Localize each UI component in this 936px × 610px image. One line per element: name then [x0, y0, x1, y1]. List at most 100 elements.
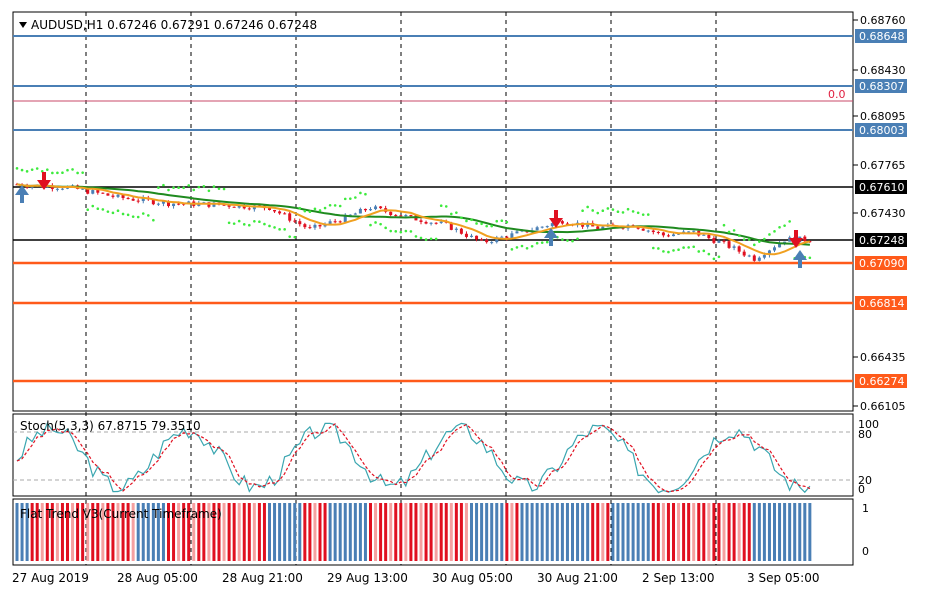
sar-dot — [283, 228, 286, 231]
sar-dot — [20, 168, 24, 172]
sar-dot — [455, 211, 458, 214]
candle-body — [661, 232, 665, 236]
trend-bar — [596, 503, 600, 561]
sar-dot — [96, 207, 100, 210]
trend-bar — [747, 503, 751, 561]
candle-body — [363, 208, 367, 211]
trend-bar — [470, 503, 473, 561]
candle-body — [156, 203, 160, 205]
candle-body — [505, 236, 509, 239]
sar-dot — [81, 171, 84, 174]
sar-dot — [515, 246, 519, 249]
trend-bar — [646, 503, 650, 561]
sar-dot — [25, 170, 29, 173]
time-label: 3 Sep 05:00 — [747, 571, 819, 585]
trend-bar — [571, 503, 574, 561]
candle-body — [550, 223, 554, 227]
sar-dot — [707, 252, 711, 256]
candle-body — [702, 234, 706, 236]
trend-bar — [666, 503, 670, 561]
candle-body — [500, 236, 504, 238]
candle-body — [81, 188, 85, 190]
candle-body — [672, 234, 675, 237]
buy-arrow-stem — [549, 238, 553, 246]
trend-bar — [217, 503, 221, 561]
trend-bar — [661, 503, 665, 561]
sar-dot — [106, 210, 110, 213]
trend-bar — [338, 503, 342, 561]
candle-body — [470, 235, 473, 237]
trend-bar — [404, 503, 408, 561]
trend-bar — [288, 503, 292, 561]
trend-bar — [495, 503, 499, 561]
trend-bar — [242, 503, 246, 561]
sar-dot — [545, 240, 549, 244]
trend-bar — [30, 503, 34, 561]
trend-bar — [565, 503, 569, 561]
trend-bar — [323, 503, 327, 561]
sar-dot — [450, 212, 453, 216]
trend-bar — [419, 503, 423, 561]
sar-dot — [530, 244, 534, 248]
candle-body — [222, 204, 226, 206]
price-tag-label: 0.67248 — [859, 234, 905, 247]
candle-body — [495, 237, 499, 243]
sar-dot — [480, 222, 483, 226]
candle-body — [666, 235, 670, 237]
sar-dot — [384, 226, 387, 230]
sar-dot — [318, 209, 322, 212]
sar-dot — [702, 249, 706, 253]
candle-body — [656, 232, 660, 234]
signal-arrows — [15, 172, 807, 268]
trend-bar — [429, 503, 433, 561]
trend-bar — [631, 503, 635, 561]
trend-bar — [91, 503, 95, 561]
trend-bar — [444, 503, 448, 561]
price-axis: 0.68760 0.68430 0.68095 0.67765 0.67430 … — [853, 14, 906, 413]
price-label: 0.67430 — [860, 207, 906, 220]
sar-dot — [30, 168, 34, 171]
candle-body — [737, 246, 741, 252]
trend-bar — [384, 503, 388, 561]
sar-dot — [15, 167, 19, 170]
trend-bar — [550, 503, 554, 561]
sar-dot — [495, 219, 499, 223]
trend-bar — [55, 503, 59, 561]
candle-body — [692, 230, 696, 232]
sar-dot — [490, 224, 494, 228]
trend-bar — [45, 503, 49, 561]
candle-body — [172, 203, 176, 207]
trend-bar — [485, 503, 489, 561]
candle-body — [586, 222, 590, 227]
candle-body — [490, 242, 494, 244]
trend-bar — [141, 503, 145, 561]
trend-bar — [268, 503, 271, 561]
sar-dot — [182, 186, 185, 190]
price-tag-label: 0.68003 — [859, 124, 905, 137]
sar-dot — [510, 248, 514, 251]
price-panel[interactable] — [12, 11, 854, 412]
candle-body — [374, 206, 378, 210]
sar-dot — [349, 197, 352, 200]
symbol-dropdown-icon[interactable] — [19, 22, 27, 28]
trend-bar — [651, 503, 655, 561]
sar-dot — [404, 229, 408, 233]
sar-dot — [611, 208, 615, 211]
candle-body — [389, 211, 393, 216]
trend-bar — [106, 503, 110, 561]
trend-bar — [555, 503, 559, 561]
trend-bar — [434, 503, 438, 561]
trend-bar — [111, 503, 115, 561]
stochastic-main-line — [16, 422, 811, 494]
candle-body — [268, 208, 271, 210]
sar-dot — [596, 211, 600, 215]
sar-dot — [248, 223, 251, 227]
sar-dot — [737, 234, 741, 237]
sar-dot — [91, 204, 95, 208]
candle-body — [141, 197, 145, 202]
candle-body — [727, 241, 731, 248]
sar-dot — [535, 241, 539, 245]
sell-arrow-stem — [42, 172, 46, 180]
buy-arrow-stem — [20, 195, 24, 203]
